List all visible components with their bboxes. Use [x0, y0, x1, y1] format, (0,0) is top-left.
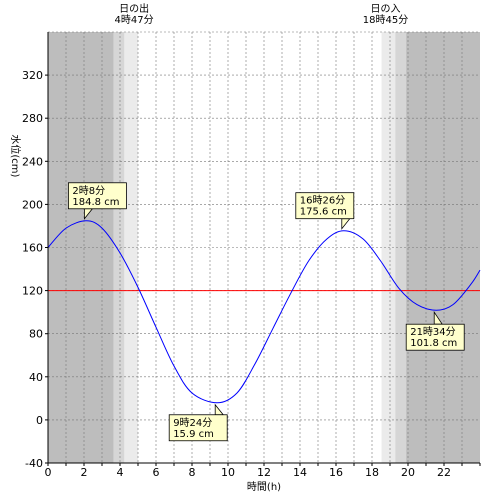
sunrise-title: 日の出: [119, 2, 149, 15]
annotation-time: 2時8分: [72, 185, 105, 197]
grid-lines: [48, 31, 480, 463]
x-tick-label: 6: [153, 466, 160, 479]
x-tick-labels: 0 2 4 6 8 10 12 14 16 18 20 22: [45, 466, 452, 479]
tide-curve: [47, 220, 481, 404]
annotation-time: 9時24分: [173, 417, 212, 429]
annotation-time: 16時26分: [300, 195, 345, 207]
y-tick-label: -40: [25, 457, 43, 470]
y-axis-label: 水位(cm): [9, 134, 22, 177]
y-tick-label: 280: [22, 112, 43, 125]
annotation-value: 184.8 cm: [72, 197, 119, 208]
x-tick-label: 0: [45, 466, 52, 479]
annotation-box: [67, 182, 127, 210]
y-tick-label: 0: [36, 414, 43, 427]
x-tick-label: 12: [257, 466, 271, 479]
annotation-value: 175.6 cm: [300, 207, 347, 218]
annotation-value: 101.8 cm: [410, 338, 457, 349]
sunset-title: 日の入: [371, 4, 401, 15]
y-tick-label: 240: [22, 155, 43, 168]
annotation-time: 21時34分: [410, 326, 455, 338]
sunrise-time: 4時47分: [115, 14, 154, 26]
y-tick-label: 160: [22, 242, 43, 255]
x-tick-label: 14: [293, 466, 307, 479]
annotation-value: 15.9 cm: [173, 429, 214, 440]
annotation-box: [405, 323, 465, 351]
y-tick-label: 200: [22, 198, 43, 211]
x-tick-label: 8: [189, 466, 196, 479]
x-tick-label: 16: [329, 466, 343, 479]
x-tick-label: 10: [221, 466, 235, 479]
annotation-box: [295, 192, 355, 220]
y-tick-label: 320: [22, 69, 43, 82]
sunset-time: 18時45分: [363, 14, 408, 26]
y-tick-labels: -40 0 40 80 120 160 200 240 280 320: [22, 69, 43, 470]
axes: [45, 32, 481, 466]
annotation-box: [168, 414, 228, 442]
y-tick-label: 40: [29, 371, 43, 384]
x-tick-label: 20: [401, 466, 415, 479]
x-tick-label: 4: [117, 466, 124, 479]
x-tick-label: 18: [365, 466, 379, 479]
y-tick-label: 120: [22, 285, 43, 298]
x-tick-label: 2: [81, 466, 88, 479]
y-tick-label: 80: [29, 328, 43, 341]
sun-labels: 日の出 4時47分 日の入 18時45分: [115, 2, 409, 26]
x-axis-label: 時間(h): [247, 481, 281, 493]
x-tick-label: 22: [437, 466, 451, 479]
